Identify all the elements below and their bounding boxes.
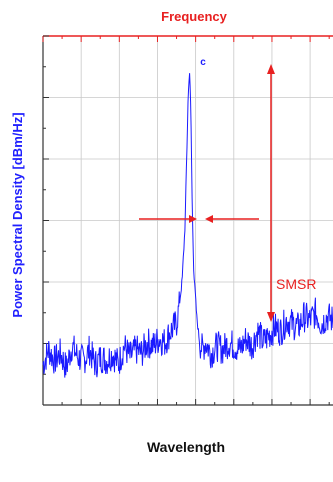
x-axis-label: Wavelength	[147, 439, 225, 455]
smsr-label: SMSR	[276, 276, 316, 292]
left-arrow-head	[189, 215, 197, 223]
y-axis-label: Power Spectral Density [dBm/Hz]	[10, 112, 25, 317]
top-axis-label: Frequency	[161, 9, 228, 24]
peak-label: c	[200, 57, 206, 68]
smsr-arrow-head-bottom	[267, 312, 275, 322]
plot-frame	[42, 35, 333, 406]
spectrum-trace	[42, 73, 333, 378]
right-arrow-head	[205, 215, 213, 223]
linewidth-arrows	[139, 215, 259, 223]
smsr-arrow	[267, 64, 275, 322]
grid-lines	[43, 36, 333, 405]
smsr-arrow-head-top	[267, 64, 275, 74]
